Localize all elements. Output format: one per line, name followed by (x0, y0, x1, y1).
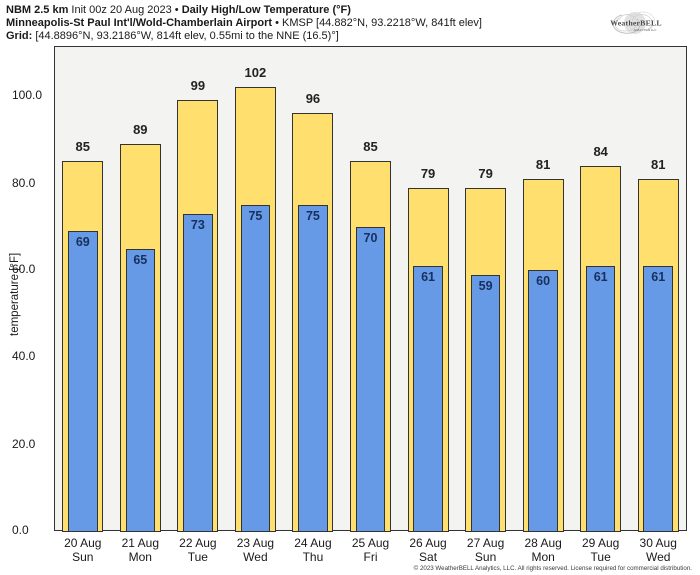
svg-text:ANALYTICS LLC: ANALYTICS LLC (634, 28, 658, 32)
svg-text:WeatherBELL: WeatherBELL (610, 19, 662, 28)
